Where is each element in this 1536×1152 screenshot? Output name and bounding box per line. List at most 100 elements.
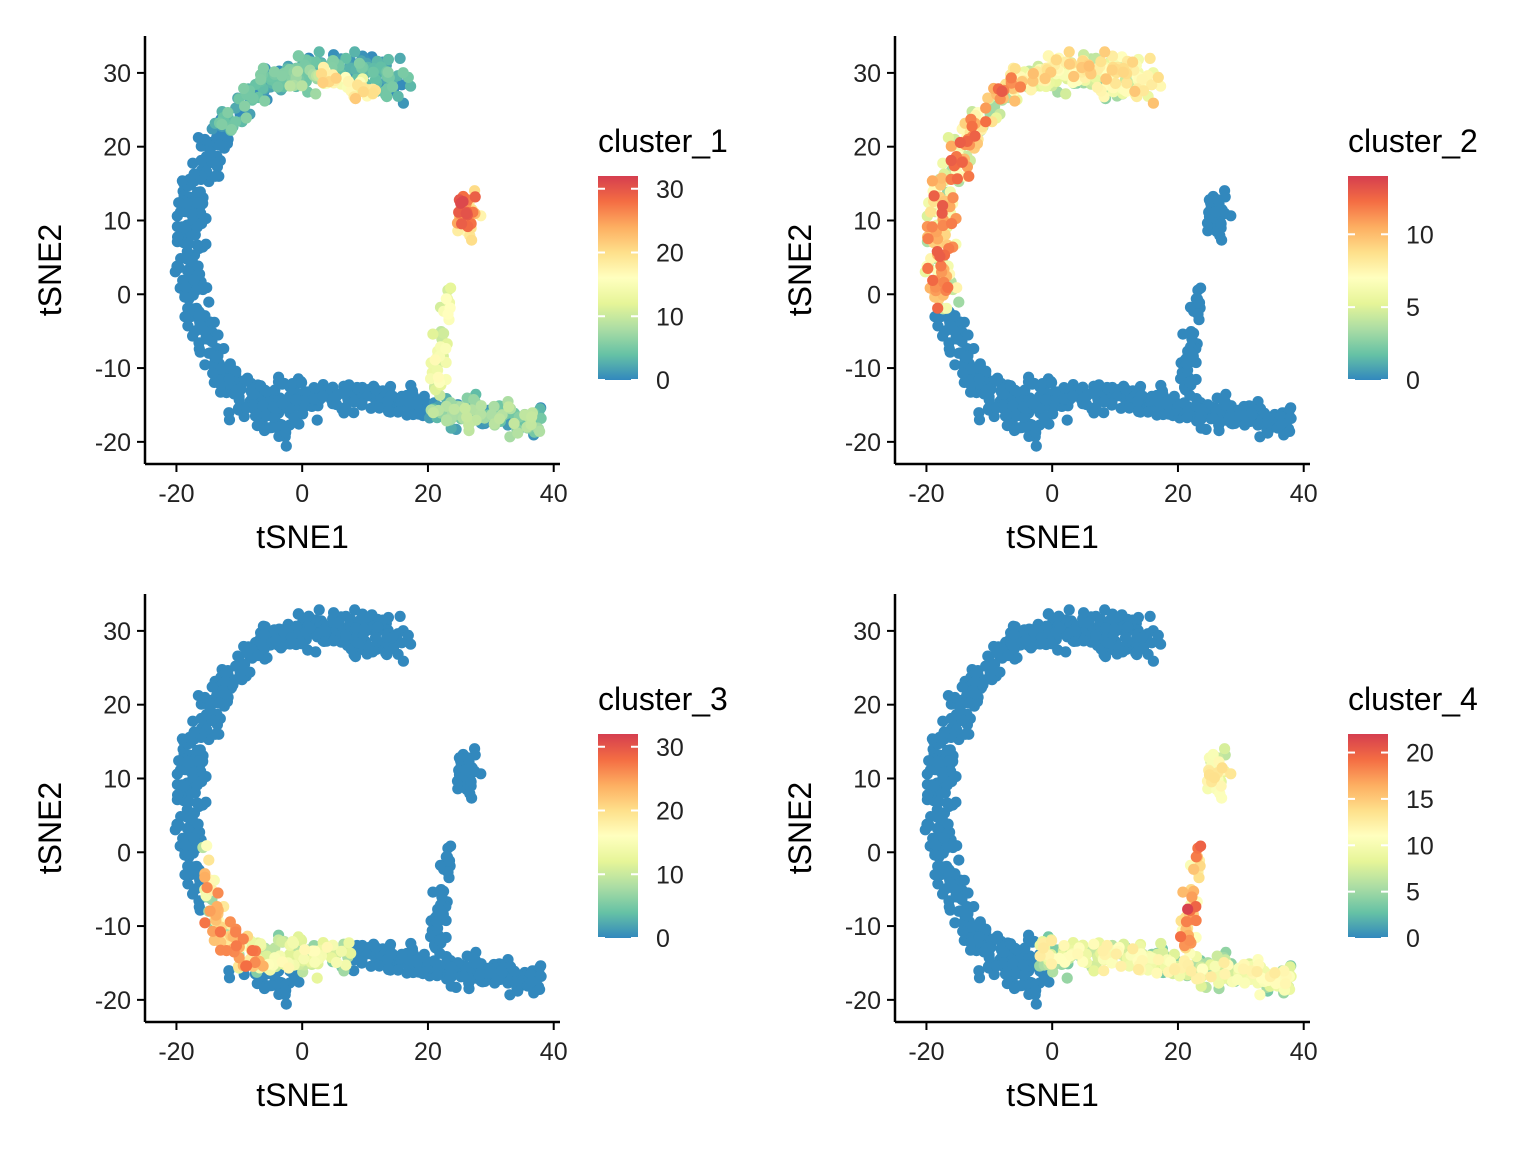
cell-point	[216, 118, 228, 131]
cell-point	[963, 170, 975, 182]
cell-point	[193, 197, 205, 209]
y-tick-label: -20	[95, 429, 131, 457]
cell-point	[965, 378, 977, 391]
cell-point	[1007, 399, 1019, 412]
colorbar-tick-label: 10	[656, 303, 684, 331]
cell-point	[173, 755, 185, 767]
cell-point	[998, 957, 1010, 969]
cell-point	[1102, 637, 1114, 649]
cell-point	[280, 427, 292, 439]
y-tick-label: -20	[845, 429, 881, 457]
cell-point	[943, 901, 955, 913]
cell-point	[1117, 66, 1129, 78]
cell-point	[1005, 380, 1017, 392]
cell-point	[252, 649, 264, 662]
colorbar-tick-label: 0	[1406, 367, 1420, 395]
cell-point	[440, 343, 452, 355]
cell-point	[173, 820, 185, 832]
cell-point	[213, 697, 226, 709]
cell-point	[1014, 81, 1026, 93]
cell-point	[1212, 194, 1224, 206]
cell-point	[1039, 72, 1051, 85]
cell-point	[215, 363, 227, 375]
cell-point	[1088, 407, 1100, 419]
cell-point	[246, 945, 258, 957]
cell-point	[1205, 971, 1217, 983]
cell-point	[181, 755, 193, 767]
cell-point	[931, 755, 943, 767]
cell-point	[954, 347, 966, 359]
cell-point	[1013, 980, 1026, 992]
colorbar-legend: cluster_2 0 5 10	[1348, 123, 1478, 395]
cell-point	[349, 46, 361, 58]
cell-point	[1196, 963, 1208, 975]
cell-point	[199, 326, 211, 338]
colorbar-tick-label: 30	[656, 176, 684, 204]
x-tick-label: -20	[158, 1038, 194, 1066]
cell-point	[1072, 948, 1084, 960]
cell-point	[396, 637, 408, 649]
cell-point	[988, 410, 1000, 423]
cell-point	[945, 712, 957, 725]
cell-point	[1063, 58, 1076, 70]
cell-point	[978, 946, 990, 958]
panel-4: -20 0 20 40 -20 -10 0 10 20 30 tSNE1 tSNE2 cluster_4…	[782, 594, 1478, 1113]
cell-point	[459, 764, 472, 776]
cell-point	[219, 688, 231, 700]
cell-point	[1100, 73, 1112, 85]
cell-point	[1251, 966, 1263, 978]
cell-point	[427, 407, 439, 419]
cell-point	[1193, 297, 1206, 309]
cell-point	[239, 100, 251, 112]
x-tick-label: 20	[414, 1038, 442, 1066]
cell-point	[220, 945, 233, 957]
cell-point	[240, 112, 252, 124]
cell-point	[943, 343, 955, 355]
panel-2: -20 0 20 40 -20 -10 0 10 20 30 tSNE1 tSNE2 cluster_2…	[782, 36, 1478, 555]
cell-point	[998, 399, 1010, 411]
cell-point	[1028, 626, 1040, 638]
cell-point	[191, 779, 203, 791]
cell-point	[1194, 414, 1206, 426]
cell-point	[1180, 358, 1193, 370]
cell-point	[241, 960, 253, 972]
cell-point	[188, 274, 200, 286]
cell-point	[317, 77, 329, 89]
cell-point	[949, 884, 961, 896]
cell-point	[280, 440, 292, 452]
x-tick-label: 40	[540, 1038, 568, 1066]
cell-point	[461, 411, 473, 423]
cell-point	[1123, 402, 1135, 414]
cell-point	[172, 231, 184, 243]
x-tick-label: 0	[1045, 1038, 1059, 1066]
colorbar-tick-label: 20	[656, 240, 684, 268]
cell-point	[230, 940, 242, 952]
cell-point	[340, 959, 352, 971]
cell-point	[345, 947, 357, 959]
cell-point	[1038, 411, 1050, 423]
colorbar-tick-label: 5	[1406, 294, 1420, 322]
colorbar-tick-label: 0	[656, 367, 670, 395]
cell-point	[954, 704, 966, 716]
cell-point	[1215, 218, 1227, 230]
cell-point	[1239, 977, 1251, 989]
cell-point	[278, 626, 290, 638]
cell-point	[370, 383, 382, 396]
cell-point	[945, 765, 957, 777]
cell-point	[459, 402, 471, 414]
cell-point	[934, 250, 946, 262]
cell-point	[1037, 942, 1049, 954]
colorbar-tick-label: 5	[1406, 879, 1420, 907]
cell-point	[1080, 398, 1093, 411]
cell-point	[392, 90, 404, 102]
cell-point	[1080, 390, 1092, 402]
cell-point	[462, 752, 474, 764]
cell-point	[534, 425, 546, 437]
cell-point	[287, 937, 300, 949]
y-axis-title: tSNE2	[782, 782, 818, 874]
cell-point	[503, 401, 515, 413]
cell-point	[365, 402, 377, 414]
cell-point	[1269, 967, 1281, 979]
legend-title: cluster_2	[1348, 123, 1478, 159]
